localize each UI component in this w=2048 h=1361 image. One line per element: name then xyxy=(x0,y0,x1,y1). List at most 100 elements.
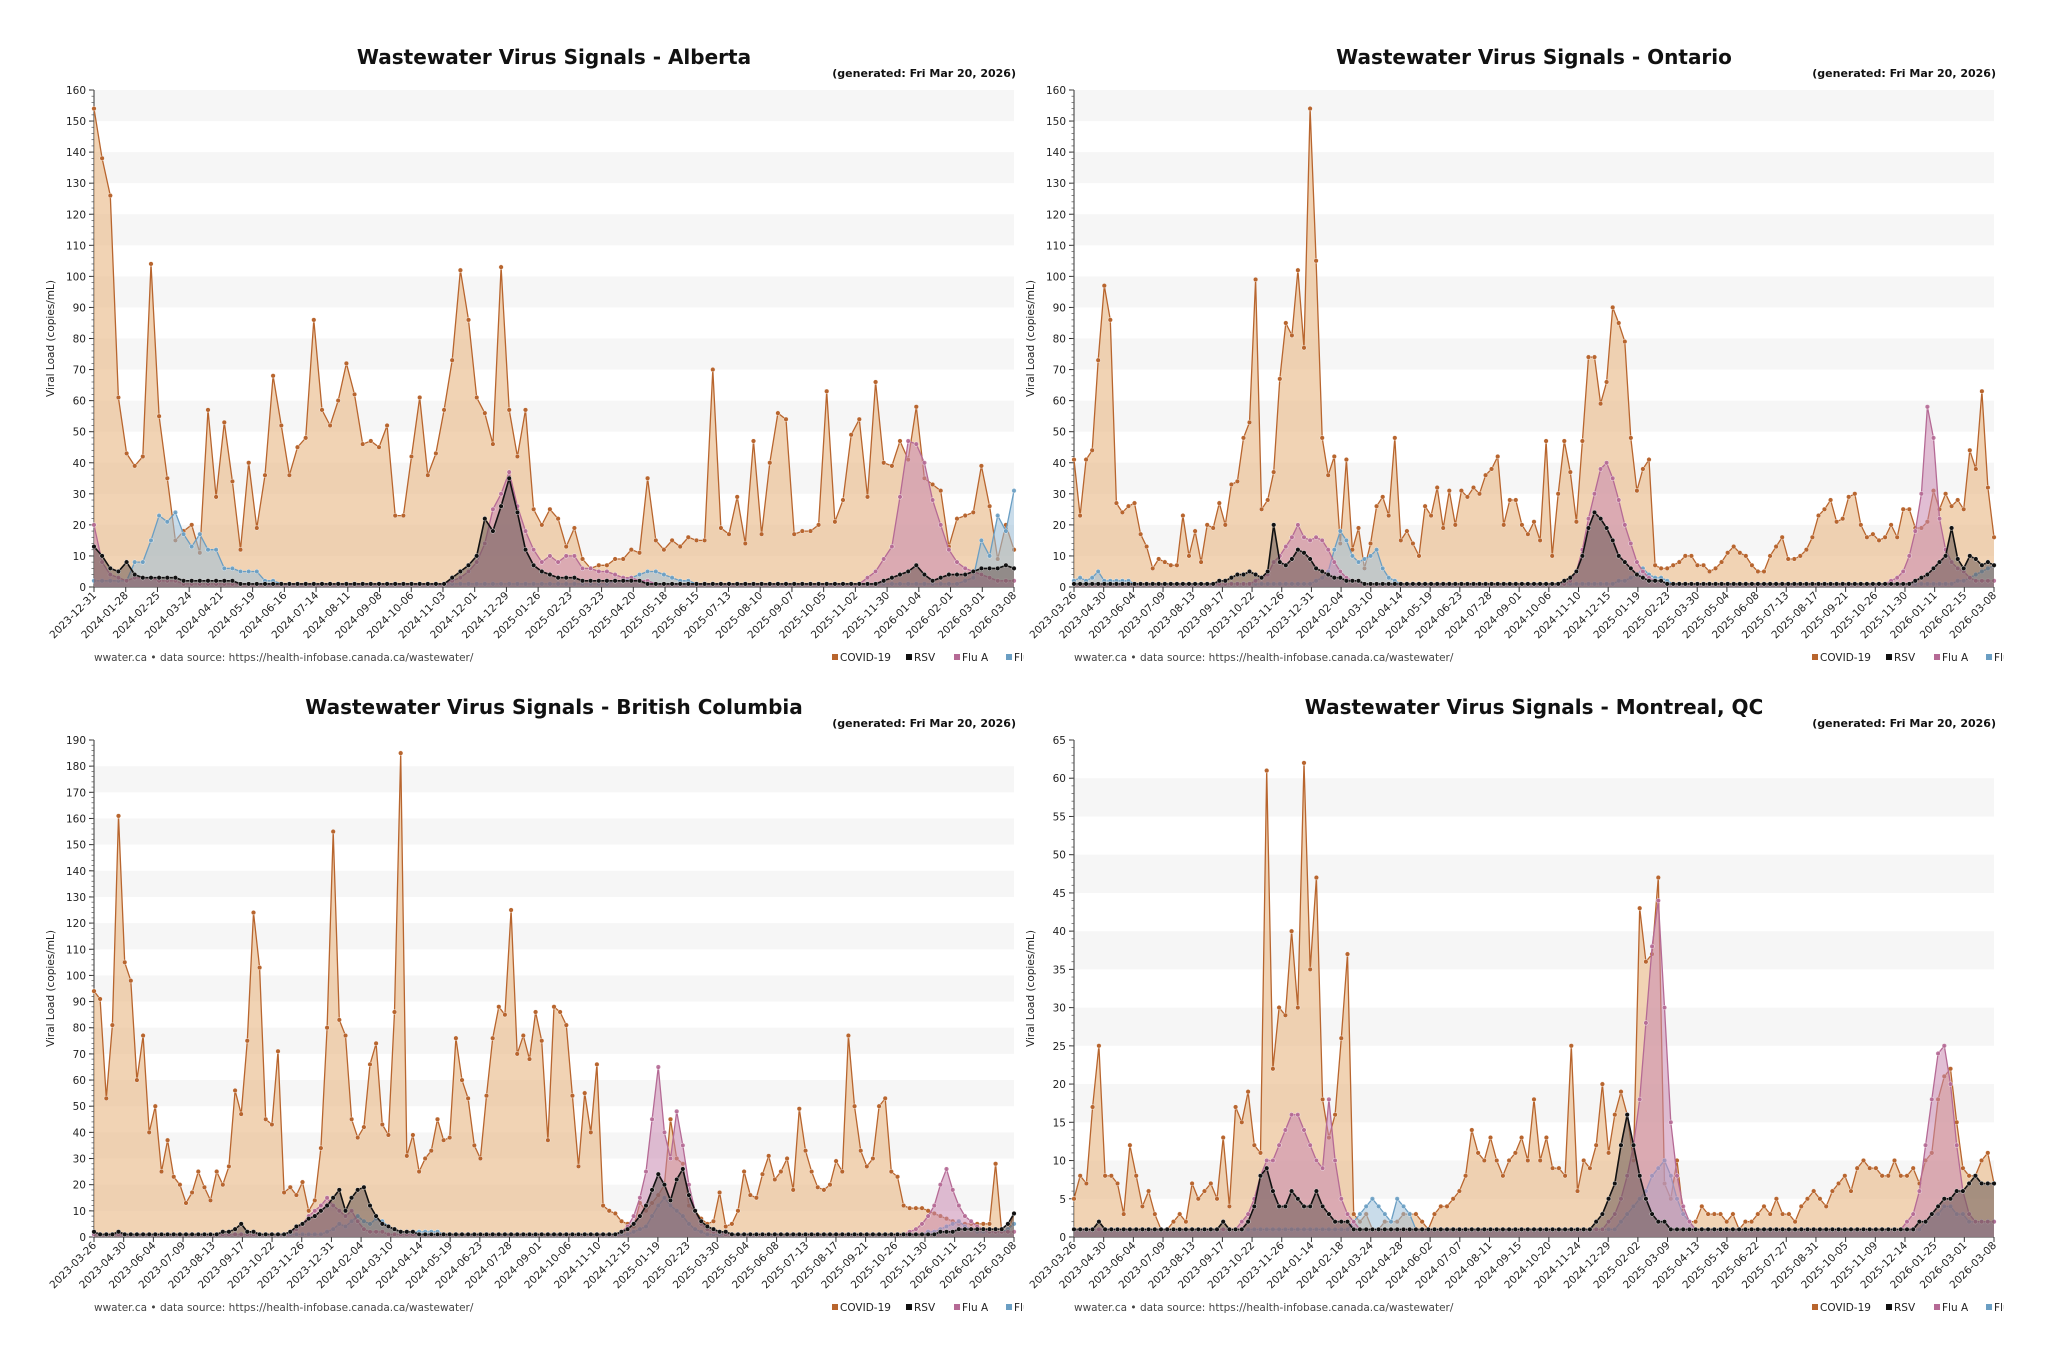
point-covid-19 xyxy=(1779,534,1785,540)
point-flu-a xyxy=(931,1203,937,1209)
point-covid-19 xyxy=(1979,1158,1985,1164)
point-rsv xyxy=(1401,1226,1407,1232)
area-flu-b xyxy=(94,490,1014,587)
point-covid-19 xyxy=(1531,1096,1537,1102)
point-rsv xyxy=(1432,1226,1438,1232)
y-tick-label: 55 xyxy=(1053,811,1066,823)
point-covid-19 xyxy=(545,1137,551,1143)
point-covid-19 xyxy=(269,1122,275,1128)
point-rsv xyxy=(514,1231,520,1237)
point-covid-19 xyxy=(1646,457,1652,463)
point-rsv xyxy=(1592,509,1598,515)
point-flu-a xyxy=(1331,559,1337,565)
point-covid-19 xyxy=(1398,537,1404,543)
point-covid-19 xyxy=(1854,1165,1860,1171)
point-rsv xyxy=(1343,578,1349,584)
point-rsv xyxy=(1331,575,1337,581)
point-rsv xyxy=(132,572,138,578)
point-covid-19 xyxy=(1664,565,1670,571)
legend-swatch-covid-19 xyxy=(1812,654,1818,660)
point-rsv xyxy=(1386,581,1392,587)
point-covid-19 xyxy=(1477,491,1483,497)
point-rsv xyxy=(547,572,553,578)
point-flu-b xyxy=(237,569,243,575)
point-flu-a xyxy=(490,506,496,512)
point-covid-19 xyxy=(349,1116,355,1122)
point-rsv xyxy=(1133,1226,1139,1232)
point-covid-19 xyxy=(1773,544,1779,550)
point-covid-19 xyxy=(606,1208,612,1214)
point-covid-19 xyxy=(140,1033,146,1039)
point-rsv xyxy=(1937,559,1943,565)
point-rsv xyxy=(1489,581,1495,587)
point-covid-19 xyxy=(1077,513,1083,519)
point-rsv xyxy=(1761,1226,1767,1232)
point-flu-a xyxy=(312,1208,318,1214)
y-tick-label: 30 xyxy=(73,1154,86,1166)
point-rsv xyxy=(1162,581,1168,587)
legend-label-flu-a: Flu A xyxy=(962,652,989,664)
point-covid-19 xyxy=(1438,1203,1444,1209)
point-rsv xyxy=(563,575,569,581)
point-flu-a xyxy=(954,559,960,565)
point-covid-19 xyxy=(741,1169,747,1175)
point-flu-a xyxy=(1616,497,1622,503)
point-rsv xyxy=(1307,1203,1313,1209)
point-covid-19 xyxy=(1711,1211,1717,1217)
point-flu-a xyxy=(1674,1173,1680,1179)
point-covid-19 xyxy=(244,1038,250,1044)
point-rsv xyxy=(1882,581,1888,587)
point-rsv xyxy=(913,562,919,568)
point-covid-19 xyxy=(1150,565,1156,571)
point-rsv xyxy=(661,1182,667,1188)
point-covid-19 xyxy=(287,1184,293,1190)
point-flu-a xyxy=(1301,534,1307,540)
point-rsv xyxy=(1319,569,1325,575)
point-covid-19 xyxy=(506,407,512,413)
y-tick-label: 160 xyxy=(66,85,86,97)
point-rsv xyxy=(1380,581,1386,587)
point-flu-b xyxy=(1407,1211,1413,1217)
point-covid-19 xyxy=(1773,1196,1779,1202)
point-rsv xyxy=(1337,575,1343,581)
point-flu-b xyxy=(1401,1203,1407,1209)
point-rsv xyxy=(1138,581,1144,587)
point-rsv xyxy=(1767,581,1773,587)
point-covid-19 xyxy=(1900,506,1906,512)
point-rsv xyxy=(1440,581,1446,587)
chart-panel-3: 0 10 20 30 40 50 60 70 80 90 100 110 120 130 140 150 160… xyxy=(24,690,1024,1330)
point-covid-19 xyxy=(1488,1135,1494,1141)
point-covid-19 xyxy=(428,1148,434,1154)
point-rsv xyxy=(360,581,366,587)
point-rsv xyxy=(312,1213,318,1219)
area-rsv xyxy=(94,1169,1014,1237)
point-flu-a xyxy=(643,1169,649,1175)
point-covid-19 xyxy=(1307,966,1313,972)
point-rsv xyxy=(895,1231,901,1237)
point-rsv xyxy=(1338,1219,1344,1225)
point-rsv xyxy=(1204,581,1210,587)
point-flu-a xyxy=(1941,1043,1947,1049)
point-flu-a xyxy=(919,1221,925,1227)
point-covid-19 xyxy=(1786,1211,1792,1217)
point-flu-a xyxy=(1264,1158,1270,1164)
point-rsv xyxy=(293,1224,299,1230)
point-rsv xyxy=(1779,581,1785,587)
point-rsv xyxy=(1643,1196,1649,1202)
point-rsv xyxy=(1483,581,1489,587)
point-rsv xyxy=(1113,581,1119,587)
y-tick-label: 10 xyxy=(73,1206,86,1218)
legend-label-flu-b: Flu B xyxy=(1994,652,2004,664)
y-tick-label: 0 xyxy=(1059,582,1066,594)
point-rsv xyxy=(1463,1226,1469,1232)
point-rsv xyxy=(1543,1226,1549,1232)
point-rsv xyxy=(1628,565,1634,571)
point-covid-19 xyxy=(156,413,162,419)
point-flu-a xyxy=(1313,1158,1319,1164)
point-rsv xyxy=(471,1231,477,1237)
series-covid-19 xyxy=(91,106,1017,587)
point-rsv xyxy=(1730,1226,1736,1232)
point-covid-19 xyxy=(882,1095,888,1101)
point-covid-19 xyxy=(1313,258,1319,264)
point-rsv xyxy=(335,581,341,587)
